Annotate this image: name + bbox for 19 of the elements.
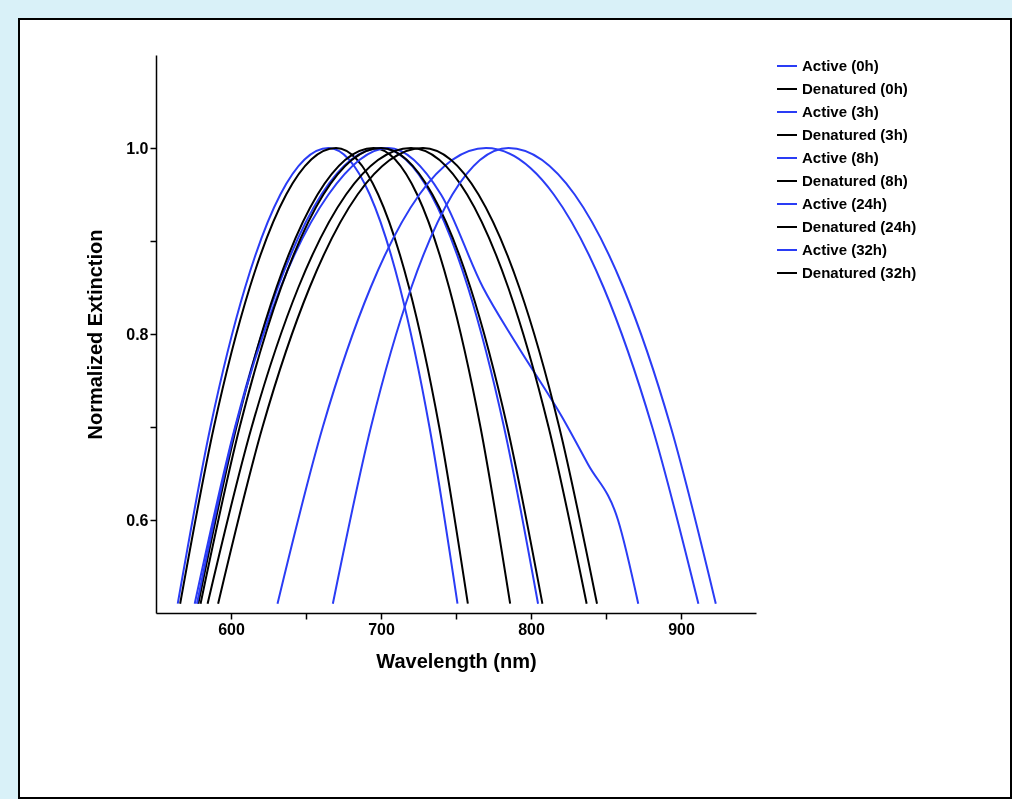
legend-label: Denatured (24h) (802, 218, 917, 235)
legend-label: Denatured (3h) (802, 126, 908, 143)
x-tick-label: 900 (668, 620, 695, 638)
x-tick-label: 700 (368, 620, 395, 638)
y-tick-label: 1.0 (126, 139, 149, 157)
x-tick-label: 600 (218, 620, 245, 638)
x-axis-title: Wavelength (nm) (376, 649, 537, 672)
y-tick-label: 0.8 (126, 325, 149, 343)
legend-label: Denatured (0h) (802, 80, 908, 97)
legend-label: Active (8h) (802, 149, 879, 166)
legend-label: Active (32h) (802, 241, 888, 258)
legend-label: Denatured (32h) (802, 264, 917, 281)
legend-label: Denatured (8h) (802, 172, 908, 189)
y-tick-label: 0.6 (126, 511, 149, 529)
y-axis-title: Normalized Extinction (84, 229, 107, 440)
legend-label: Active (3h) (802, 103, 879, 120)
legend-label: Active (0h) (802, 57, 879, 74)
legend-label: Active (24h) (802, 195, 888, 212)
x-tick-label: 800 (518, 620, 545, 638)
